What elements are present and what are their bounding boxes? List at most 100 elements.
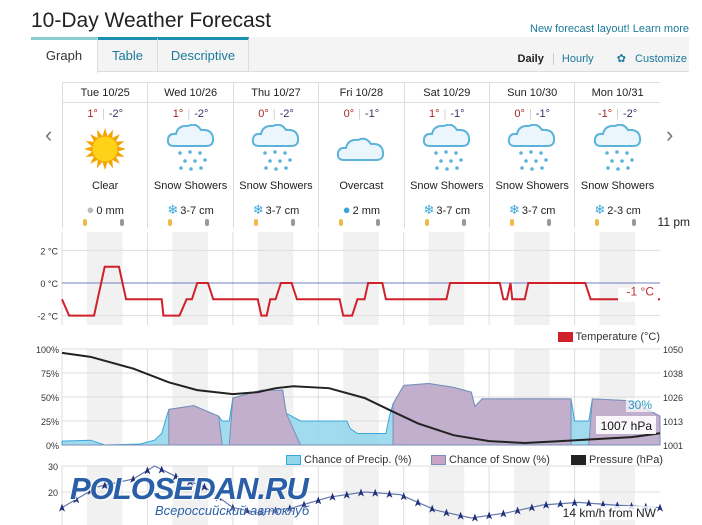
condition-label: Snow Showers xyxy=(239,180,313,192)
low-temp: -1° xyxy=(364,108,380,120)
current-pressure-bg xyxy=(596,416,656,434)
y-tick-label: -2 °C xyxy=(37,312,58,322)
next-arrow[interactable]: › xyxy=(666,122,674,147)
daytime-band xyxy=(172,232,208,325)
wind-direction-arrow-icon xyxy=(372,488,379,497)
tab-table[interactable]: Table xyxy=(98,37,158,72)
day-column[interactable]: Thu 10/27 0° | -2° Snow Showers ❄ 3-7 cm xyxy=(232,83,319,228)
daytime-band xyxy=(257,232,294,325)
snowflake-icon: ❄ xyxy=(423,202,435,217)
legend-label: Chance of Precip. (%) xyxy=(304,454,412,466)
wind-direction-arrow-icon xyxy=(429,504,436,513)
y-tick-label: 0 °C xyxy=(40,279,58,289)
watermark-tagline: Всероссийский автоклуб xyxy=(155,503,310,518)
wind-direction-arrow-icon xyxy=(215,493,222,502)
wind-direction-arrow-icon xyxy=(400,492,407,501)
snowflake-icon: ❄ xyxy=(252,202,264,217)
hover-time-label: 11 pm xyxy=(655,215,692,229)
daytime-band xyxy=(86,466,123,525)
high-temp: -1° xyxy=(597,108,613,120)
day-column[interactable]: Tue 10/25 1° | -2° Clear ● 0 mm xyxy=(62,83,148,228)
temperature-legend: Temperature (°C) xyxy=(557,331,660,344)
high-temp: 1° xyxy=(87,108,98,120)
wind-direction-arrow-icon xyxy=(315,496,322,505)
precip-amount: 2-3 cm xyxy=(607,205,641,217)
y-tick-label-right: 1001 xyxy=(663,441,683,451)
daytime-band xyxy=(599,232,636,325)
tab-bar: Graph Table Descriptive xyxy=(31,37,689,73)
sunrise-icon xyxy=(424,219,429,226)
condition-label: Snow Showers xyxy=(153,180,228,192)
day-column[interactable]: Mon 10/31 -1° | -2° Snow Showers ❄ 2-3 cm xyxy=(574,83,660,228)
precip-amount: 3-7 cm xyxy=(521,205,556,217)
precip-amount: 3-7 cm xyxy=(180,205,214,217)
day-columns: Tue 10/25 1° | -2° Clear ● 0 mm Wed 10/26 1… xyxy=(62,82,660,228)
wind-current-label: 14 km/h from NW xyxy=(562,506,656,520)
moon-icon xyxy=(205,219,210,226)
y-tick-label-right: 1026 xyxy=(663,393,683,403)
wind-direction-arrow-icon xyxy=(657,503,663,512)
y-tick-label-left: 25% xyxy=(41,417,59,427)
snow-cloud-icon xyxy=(148,124,232,174)
raindrop-icon: ● xyxy=(342,202,351,217)
sunrise-icon xyxy=(339,219,344,226)
wind-direction-arrow-icon xyxy=(500,509,507,518)
y-tick-label-left: 0% xyxy=(46,441,59,451)
prev-arrow[interactable]: ‹ xyxy=(45,122,53,147)
legend-label: Chance of Snow (%) xyxy=(449,454,550,466)
precipitation-chart: 100% 1050 75% 1038 50% 1026 25% 1013 0% 1001 30% 10… xyxy=(36,345,683,451)
temperature-line xyxy=(61,265,660,317)
wind-direction-arrow-icon xyxy=(158,465,165,474)
snow-cloud-icon xyxy=(234,124,318,174)
hourly-button[interactable]: Hourly xyxy=(552,53,594,65)
moon-icon xyxy=(120,219,124,226)
snow-cloud-icon xyxy=(490,124,574,174)
wind-direction-arrow-icon xyxy=(101,481,108,490)
moon-icon xyxy=(547,219,551,226)
wind-direction-arrow-icon xyxy=(144,466,151,475)
precip-amount: 3-7 cm xyxy=(265,205,300,217)
wind-direction-arrow-icon xyxy=(115,478,122,487)
day-date: Sun 10/30 xyxy=(490,83,575,103)
y-tick-label-right: 1013 xyxy=(663,417,683,427)
daily-button[interactable]: Daily xyxy=(517,53,544,65)
daytime-band xyxy=(514,232,550,325)
snowflake-icon: ❄ xyxy=(508,202,520,217)
y-tick-label-left: 100% xyxy=(36,345,59,355)
day-column[interactable]: Sat 10/29 1° | -1° Snow Showers ❄ 3-7 cm xyxy=(403,83,489,228)
day-date: Mon 10/31 xyxy=(575,83,660,103)
precip-amount: 0 mm xyxy=(96,205,124,217)
day-date: Wed 10/26 xyxy=(148,83,233,103)
low-temp: -2° xyxy=(194,108,209,120)
day-date: Fri 10/28 xyxy=(319,83,404,103)
precip-amount: 2 mm xyxy=(352,205,381,217)
daytime-band xyxy=(172,466,208,525)
tab-graph[interactable]: Graph xyxy=(31,37,98,73)
wind-direction-arrow-icon xyxy=(486,511,493,520)
wind-direction-arrow-icon xyxy=(358,488,364,497)
day-column[interactable]: Sun 10/30 0° | -1° Snow Showers ❄ 3-7 cm xyxy=(489,83,575,228)
customize-button[interactable]: ✿ Customize xyxy=(611,53,687,65)
y-tick-label: 2 °C xyxy=(40,246,58,256)
day-column[interactable]: Fri 10/28 0° | -1° Overcast ● 2 mm xyxy=(318,83,404,228)
current-pressure-label: 1007 hPa xyxy=(601,419,653,433)
learn-more-link[interactable]: New forecast layout! Learn more xyxy=(530,23,689,35)
wind-direction-arrow-icon xyxy=(172,472,179,481)
wind-direction-arrow-icon xyxy=(443,508,450,517)
legend-swatch xyxy=(571,455,586,466)
daytime-band xyxy=(428,466,465,525)
day-column[interactable]: Wed 10/26 1° | -2° Snow Showers ❄ 3-7 cm xyxy=(147,83,233,228)
low-temp: -2° xyxy=(623,108,638,120)
day-date: Sat 10/29 xyxy=(404,83,489,103)
sunrise-icon xyxy=(510,219,514,226)
wind-direction-arrow-icon xyxy=(73,495,80,504)
low-temp: -1° xyxy=(450,108,465,120)
low-temp: -1° xyxy=(535,108,550,120)
high-temp: 1° xyxy=(172,108,184,120)
wind-direction-arrow-icon xyxy=(59,503,65,512)
high-temp: 1° xyxy=(429,108,440,120)
tab-descriptive[interactable]: Descriptive xyxy=(158,37,249,72)
page-title: 10-Day Weather Forecast xyxy=(31,9,272,32)
temperature-chart: 2 °C 0 °C -2 °C -1 °C xyxy=(37,232,660,325)
legend-swatch xyxy=(431,455,446,466)
